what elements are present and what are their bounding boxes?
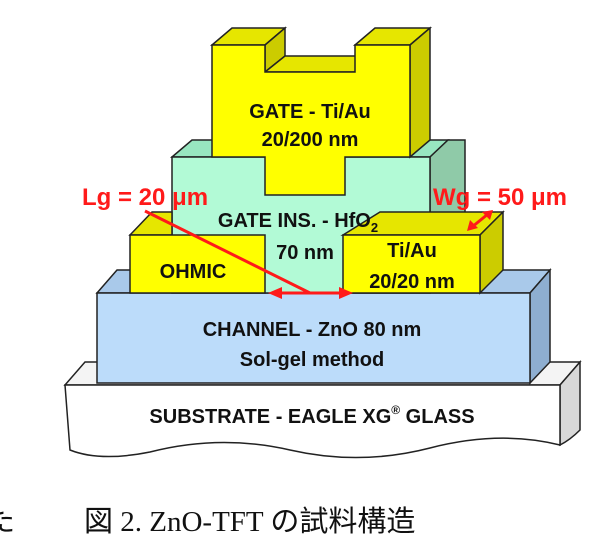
wg-label: Wg = 50 μm [433, 184, 567, 211]
ohmic-contact-left [128, 211, 266, 294]
gate-label: GATE - Ti/Au [249, 101, 370, 123]
contact-metal-label: Ti/Au [387, 240, 437, 262]
caption-fragment: た [0, 506, 16, 538]
substrate-label: SUBSTRATE - EAGLE XG® GLASS [149, 403, 474, 428]
lg-annotation [144, 209, 493, 299]
channel-method-label: Sol-gel method [240, 349, 384, 371]
gate-thickness-label: 20/200 nm [262, 129, 359, 151]
contact-thickness-label: 20/20 nm [369, 271, 455, 293]
gate-insulator-thickness: 70 nm [276, 242, 334, 264]
gate-electrode [209, 26, 433, 196]
gate-insulator-label: GATE INS. - HfO2 [218, 210, 378, 235]
ohmic-contact-right [340, 210, 505, 295]
ohmic-label: OHMIC [160, 261, 227, 283]
lg-label: Lg = 20 μm [82, 184, 208, 211]
figure-caption: 図 2. ZnO-TFT の試料構造 [84, 506, 416, 538]
channel-label: CHANNEL - ZnO 80 nm [203, 319, 422, 341]
